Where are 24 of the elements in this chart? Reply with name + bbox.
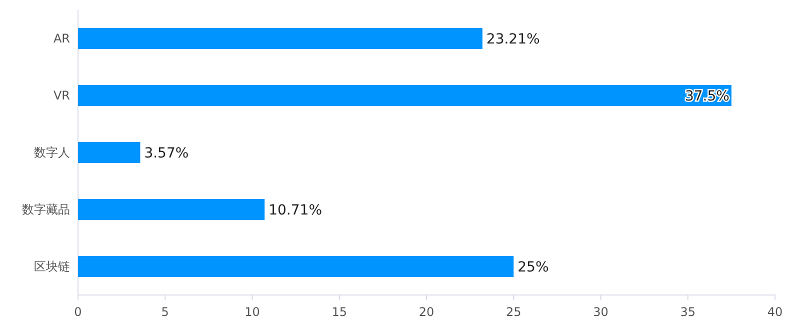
y-tick-label: AR	[53, 32, 70, 46]
data-label: 23.21%	[486, 32, 540, 48]
x-tick-label: 15	[332, 305, 348, 319]
y-tick-label: 区块链	[34, 260, 70, 274]
bar	[78, 199, 265, 220]
x-tick-label: 40	[767, 305, 783, 319]
x-tick-label: 25	[506, 305, 522, 319]
y-tick-label: VR	[53, 88, 70, 102]
data-label: 25%	[518, 260, 549, 276]
bar	[78, 142, 140, 163]
y-tick-label: 数字藏品	[22, 202, 70, 216]
bar	[78, 85, 732, 106]
y-tick-label: 数字人	[34, 146, 70, 160]
data-label: 10.71%	[268, 202, 322, 218]
x-tick-label: 35	[680, 305, 696, 319]
x-tick-label: 10	[244, 305, 260, 319]
x-tick-label: 0	[74, 305, 82, 319]
bar	[78, 28, 482, 49]
data-label: 3.57%	[144, 146, 189, 162]
x-tick-label: 20	[418, 305, 434, 319]
data-label: 37.5%	[684, 88, 730, 104]
bar	[78, 256, 514, 277]
x-tick-label: 30	[593, 305, 608, 319]
x-tick-label: 5	[161, 305, 169, 319]
